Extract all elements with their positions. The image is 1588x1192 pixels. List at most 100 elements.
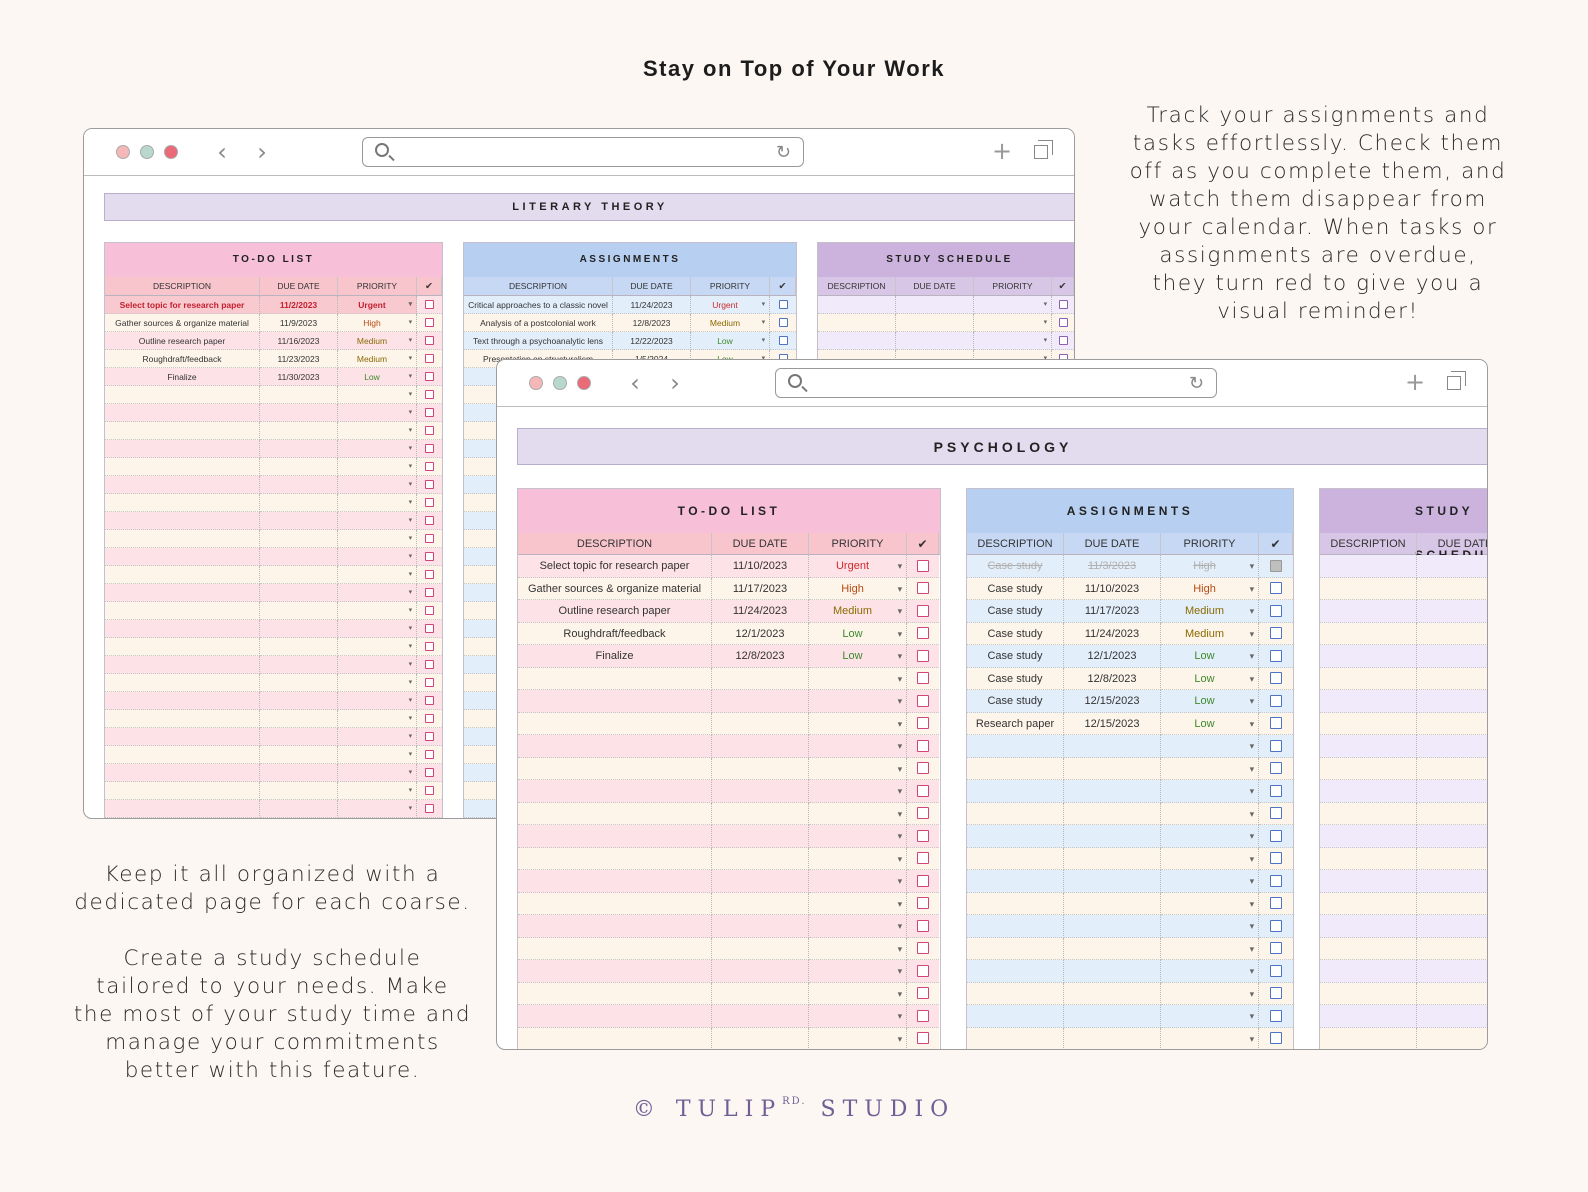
task-checkbox[interactable] — [425, 750, 434, 760]
table-cell[interactable]: 12/8/2023 — [712, 645, 809, 668]
table-cell[interactable]: ▾ — [338, 728, 417, 746]
task-checkbox[interactable] — [917, 694, 929, 707]
table-cell[interactable] — [818, 314, 896, 332]
checkbox-cell[interactable] — [1259, 577, 1293, 600]
chevron-down-icon[interactable]: ▾ — [408, 391, 412, 398]
window-minimize-dot[interactable] — [529, 376, 543, 390]
checkbox-cell[interactable] — [1259, 645, 1293, 668]
checkbox-cell[interactable] — [1259, 960, 1293, 983]
table-cell[interactable] — [1320, 555, 1417, 578]
table-cell[interactable] — [260, 602, 338, 620]
table-cell[interactable]: 12/1/2023 — [1064, 645, 1161, 668]
table-cell[interactable] — [967, 892, 1064, 915]
table-cell[interactable] — [712, 780, 809, 803]
table-cell[interactable] — [518, 1027, 712, 1049]
checkbox-cell[interactable] — [1052, 314, 1074, 332]
table-cell[interactable] — [712, 892, 809, 915]
table-cell[interactable] — [105, 494, 260, 512]
table-cell[interactable] — [1320, 847, 1417, 870]
reload-icon[interactable]: ↻ — [1188, 373, 1204, 394]
task-checkbox[interactable] — [425, 354, 434, 364]
checkbox-cell[interactable] — [907, 712, 939, 735]
chevron-left-icon[interactable]: ‹ — [630, 369, 640, 397]
chevron-down-icon[interactable]: ▾ — [1249, 741, 1254, 751]
table-cell[interactable]: ▾ — [809, 960, 907, 983]
table-cell[interactable]: ▾ — [809, 825, 907, 848]
table-cell[interactable] — [260, 638, 338, 656]
checkbox-cell[interactable] — [907, 645, 939, 668]
column-header-due-date[interactable]: DUE DATE — [896, 277, 974, 295]
table-cell[interactable]: 11/2/2023 — [260, 296, 338, 314]
table-cell[interactable]: Finalize — [518, 645, 712, 668]
table-cell[interactable] — [1320, 600, 1417, 623]
chevron-down-icon[interactable]: ▾ — [897, 718, 902, 729]
table-cell[interactable]: Analysis of a postcolonial work — [464, 314, 613, 332]
table-cell[interactable]: Medium ▾ — [1161, 600, 1259, 623]
table-cell[interactable] — [712, 1005, 809, 1028]
table-cell[interactable]: ▾ — [809, 1027, 907, 1049]
table-cell[interactable] — [1417, 622, 1487, 645]
chevron-down-icon[interactable]: ▾ — [1249, 673, 1254, 684]
table-cell[interactable] — [105, 584, 260, 602]
table-cell[interactable]: ▾ — [338, 800, 417, 818]
task-checkbox[interactable] — [917, 964, 929, 977]
table-cell[interactable]: High ▾ — [338, 314, 417, 332]
table-cell[interactable]: ▾ — [338, 530, 417, 548]
chevron-down-icon[interactable]: ▾ — [1249, 853, 1254, 864]
table-cell[interactable]: Low ▾ — [1161, 712, 1259, 735]
checkbox-cell[interactable] — [770, 332, 796, 350]
table-cell[interactable] — [260, 566, 338, 584]
chevron-down-icon[interactable]: ▾ — [761, 301, 765, 308]
chevron-down-icon[interactable]: ▾ — [408, 427, 412, 434]
table-cell[interactable] — [1417, 802, 1487, 825]
checkbox-cell[interactable] — [907, 847, 939, 870]
chevron-down-icon[interactable]: ▾ — [897, 1033, 902, 1044]
checkbox-cell[interactable] — [1259, 937, 1293, 960]
table-cell[interactable]: 11/30/2023 — [260, 368, 338, 386]
table-cell[interactable]: ▾ — [338, 710, 417, 728]
checkbox-cell[interactable] — [417, 602, 442, 620]
task-checkbox[interactable] — [425, 768, 434, 778]
column-header-due-date[interactable]: DUE DATE — [1064, 533, 1161, 554]
chevron-down-icon[interactable]: ▾ — [1249, 808, 1254, 819]
table-cell[interactable] — [105, 620, 260, 638]
chevron-down-icon[interactable]: ▾ — [408, 769, 412, 776]
tabs-icon[interactable] — [1447, 371, 1466, 390]
checkbox-cell[interactable] — [907, 780, 939, 803]
task-checkbox[interactable] — [1270, 919, 1282, 932]
table-cell[interactable] — [1417, 937, 1487, 960]
table-cell[interactable] — [1320, 937, 1417, 960]
task-checkbox[interactable] — [1270, 582, 1282, 595]
checkbox-cell[interactable] — [417, 458, 442, 476]
task-checkbox[interactable] — [425, 696, 434, 706]
table-cell[interactable] — [1064, 780, 1161, 803]
table-cell[interactable] — [896, 332, 974, 350]
checkbox-cell[interactable] — [1259, 892, 1293, 915]
table-cell[interactable] — [1417, 960, 1487, 983]
task-checkbox[interactable] — [1270, 897, 1282, 910]
chevron-down-icon[interactable]: ▾ — [897, 583, 902, 594]
task-checkbox[interactable] — [425, 426, 434, 436]
chevron-down-icon[interactable]: ▾ — [897, 988, 902, 999]
table-cell[interactable]: ▾ — [809, 892, 907, 915]
table-cell[interactable] — [105, 386, 260, 404]
chevron-down-icon[interactable]: ▾ — [897, 561, 902, 571]
checkbox-cell[interactable] — [907, 802, 939, 825]
checkbox-cell[interactable] — [417, 800, 442, 818]
table-cell[interactable] — [712, 915, 809, 938]
chevron-down-icon[interactable]: ▾ — [408, 661, 412, 668]
table-cell[interactable]: ▾ — [338, 782, 417, 800]
task-checkbox[interactable] — [1270, 874, 1282, 887]
checkbox-cell[interactable] — [417, 350, 442, 368]
checkbox-cell[interactable] — [417, 422, 442, 440]
chevron-down-icon[interactable]: ▾ — [897, 1011, 902, 1021]
task-checkbox[interactable] — [1058, 336, 1068, 346]
table-cell[interactable]: ▾ — [338, 656, 417, 674]
task-checkbox[interactable] — [917, 717, 929, 730]
table-cell[interactable] — [105, 530, 260, 548]
chevron-down-icon[interactable]: ▾ — [1249, 988, 1254, 999]
chevron-down-icon[interactable]: ▾ — [1043, 337, 1047, 344]
table-cell[interactable] — [712, 757, 809, 780]
table-cell[interactable]: ▾ — [1161, 892, 1259, 915]
task-checkbox[interactable] — [1270, 829, 1282, 842]
